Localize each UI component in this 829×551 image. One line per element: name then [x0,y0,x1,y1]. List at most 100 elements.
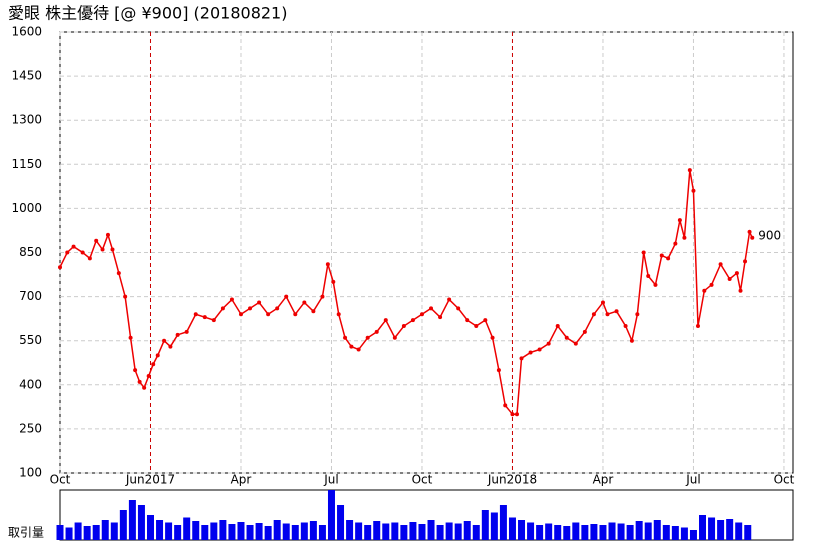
volume-bar [427,520,435,540]
price-point [401,324,406,328]
volume-bar [662,525,670,540]
volume-bar [518,520,526,540]
price-point [392,335,397,340]
volume-bar [563,526,571,540]
volume-bar [554,525,562,540]
x-tick-label: Oct [774,473,795,487]
price-point [325,262,330,267]
price-point [727,276,732,281]
price-point [510,412,515,417]
price-point [383,318,388,323]
price-point [229,297,234,302]
x-tick-label: Apr [231,473,252,487]
price-point [275,306,280,311]
price-point [465,318,470,323]
x-tick-label: Jul [323,473,338,487]
price-point [80,250,85,255]
price-point [677,218,682,223]
price-point [365,335,370,340]
price-point [573,341,578,346]
volume-bar [391,522,399,540]
volume-bar [355,522,363,540]
volume-bar [508,517,516,540]
price-point [184,329,189,334]
price-point [702,288,707,293]
price-point [238,312,243,317]
volume-bar [617,523,625,540]
price-point [162,338,167,343]
price-point [514,412,519,417]
volume-bar [463,521,471,540]
price-point [646,274,651,279]
volume-bar [291,525,299,540]
price-point [687,168,692,173]
volume-bar [572,522,580,540]
price-point [349,344,354,349]
price-point [718,262,723,267]
volume-bar [635,521,643,540]
volume-bar [590,524,598,540]
volume-bar [318,525,326,540]
price-point [211,318,216,323]
price-point [600,300,605,305]
price-point [116,271,121,276]
y-tick-label: 1450 [11,69,42,83]
price-point [734,271,739,276]
volume-bar [545,523,553,540]
volume-bar [744,525,752,540]
price-point [673,241,678,246]
price-point [155,353,160,358]
volume-bar [110,522,118,540]
price-point [490,335,495,340]
price-point [142,385,147,390]
volume-bar [689,530,697,540]
volume-bar [382,523,390,540]
volume-bar [536,525,544,540]
volume-bar [56,525,64,540]
volume-bar [83,526,91,540]
volume-bar [92,525,100,540]
volume-bar [418,524,426,540]
volume-bar [409,522,417,540]
volume-bar [671,526,679,540]
price-point [65,250,70,255]
volume-bar [644,522,652,540]
volume-bar [228,524,236,540]
price-point [474,324,479,328]
volume-bar [101,520,109,540]
y-tick-label: 700 [19,289,42,303]
volume-bar [699,515,707,540]
volume-bar [436,525,444,540]
price-point [691,188,696,193]
volume-bar [156,520,164,540]
price-point [100,247,105,252]
price-point [87,256,92,261]
price-point [151,362,156,367]
price-point [110,247,115,252]
price-point [666,256,671,261]
price-point [133,368,138,373]
y-tick-label: 400 [19,377,42,391]
volume-bar [219,520,227,540]
volume-bar [364,525,372,540]
price-point [750,235,755,240]
price-point [336,312,341,317]
x-tick-label: Jul [685,473,700,487]
y-tick-label: 250 [19,421,42,435]
volume-area [59,489,794,541]
price-point [257,300,262,305]
volume-bar [454,523,462,540]
y-tick-label: 1150 [11,157,42,171]
volume-bar [626,525,634,540]
volume-bar [445,522,453,540]
price-point [105,232,110,237]
volume-bar [282,523,290,540]
volume-bar [717,520,725,540]
price-point [320,294,325,299]
y-tick-label: 100 [19,466,42,480]
volume-bar [499,505,507,540]
price-point [202,315,207,320]
price-point [641,250,646,255]
volume-bar [735,522,743,540]
price-point [528,350,533,355]
